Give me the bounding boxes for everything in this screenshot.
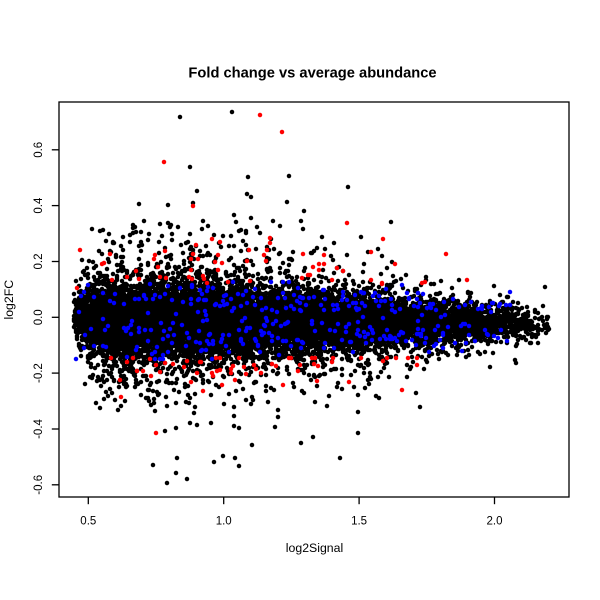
svg-text:0.5: 0.5	[80, 516, 96, 528]
svg-text:-0.4: -0.4	[33, 418, 45, 438]
svg-text:-0.2: -0.2	[33, 363, 45, 383]
svg-text:log2Signal: log2Signal	[286, 541, 343, 555]
svg-text:2.0: 2.0	[487, 516, 503, 528]
svg-text:log2FC: log2FC	[2, 280, 16, 320]
svg-text:0.0: 0.0	[33, 309, 45, 325]
svg-text:Fold change vs average abundan: Fold change vs average abundance	[188, 66, 436, 82]
svg-text:0.2: 0.2	[33, 254, 45, 270]
svg-text:0.4: 0.4	[33, 197, 45, 214]
svg-text:-0.6: -0.6	[33, 475, 45, 495]
svg-text:0.6: 0.6	[33, 142, 45, 158]
svg-text:1.5: 1.5	[351, 516, 367, 528]
svg-text:1.0: 1.0	[216, 516, 232, 528]
